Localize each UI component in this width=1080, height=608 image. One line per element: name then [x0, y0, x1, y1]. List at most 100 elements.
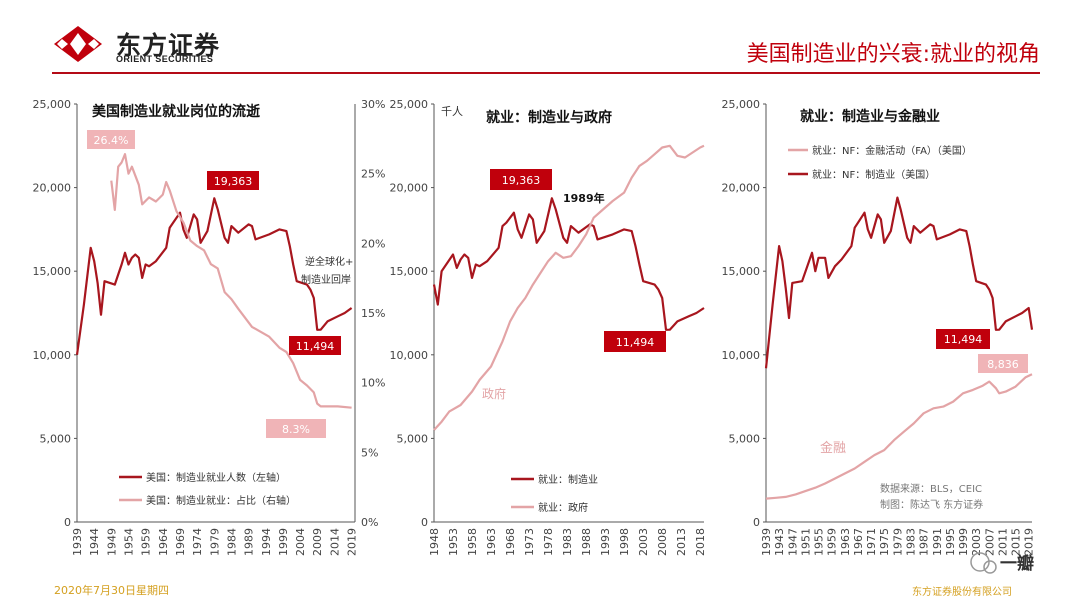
c2-x-tick: 1963: [485, 528, 498, 556]
title-divider: [52, 72, 1040, 74]
c1-x-tick: 1994: [260, 528, 273, 556]
chart1-legend-jobs: 美国：制造业就业人数（左轴）: [146, 471, 286, 484]
c1-y-tick: 25,000: [33, 98, 72, 111]
c3-x-tick: 2011: [996, 528, 1009, 556]
c3-x-tick: 1987: [918, 528, 931, 556]
c1-x-tick: 2019: [346, 528, 359, 556]
chart1-label-box-trough: [289, 336, 341, 355]
c2-x-tick: 1978: [542, 528, 555, 556]
c2-x-tick: 1983: [561, 528, 574, 556]
company-name-cn: 东方证券: [116, 31, 221, 60]
c1-x-tick: 1984: [225, 528, 238, 556]
chart1-label-share-peak: 26.4%: [94, 134, 129, 147]
c1-x-tick: 1954: [122, 528, 135, 556]
chart3-label-trough: 11,494: [944, 333, 983, 346]
chart2-label-box-trough: [604, 331, 666, 352]
c2-y-tick: 10,000: [390, 349, 429, 362]
chart3-annotation-finance: 金融: [820, 440, 846, 456]
chart2-label-peak: 19,363: [502, 174, 541, 187]
chart3-legend-mfg: 就业：NF：制造业（美国）: [812, 168, 935, 181]
chart2-label-trough: 11,494: [616, 336, 655, 349]
c2-x-tick: 1993: [599, 528, 612, 556]
chart3-label-finance: 8,836: [987, 358, 1019, 371]
chart2-label-box-peak: [490, 169, 552, 190]
chart2-annotation-1989: 1989年: [563, 191, 605, 205]
c3-x-tick: 1951: [799, 528, 812, 556]
chart1-label-box-share-peak: [87, 130, 135, 149]
c1-y-tick: 15,000: [33, 265, 72, 278]
c1-x-tick: 1989: [243, 528, 256, 556]
c1-x-tick: 1949: [105, 528, 118, 556]
c2-y-tick: 15,000: [390, 265, 429, 278]
chart1-label-box-share-trough: [266, 419, 326, 438]
c3-y-tick: 5,000: [729, 432, 761, 445]
chart1-label-peak: 19,363: [214, 175, 253, 188]
chart1-label-trough: 11,494: [296, 340, 335, 353]
chart1-title: 美国制造业就业岗位的流逝: [92, 103, 261, 120]
footer-company: 东方证券股份有限公司: [912, 587, 1012, 598]
c2-y-tick: 0: [421, 516, 428, 529]
page-title: 美国制造业的兴衰:就业的视角: [746, 42, 1040, 67]
header: 东方证券 ORIENT SECURITIES 美国制造业的兴衰:就业的视角: [0, 0, 1080, 80]
c1-x-tick: 1999: [277, 528, 290, 556]
chart3-legend-fin: 就业：NF：金融活动（FA）（美国）: [812, 144, 972, 157]
c3-x-tick: 1991: [931, 528, 944, 556]
c3-x-tick: 1939: [760, 528, 773, 556]
footer-date: 2020年7月30日星期四: [54, 584, 169, 597]
c1-x-tick: 1979: [208, 528, 221, 556]
c1-series-line-1: [110, 153, 352, 409]
c2-x-tick: 1948: [428, 528, 441, 556]
c1-x-tick: 2014: [328, 528, 341, 556]
chart3-label-box-finance: [978, 354, 1028, 373]
c3-x-tick: 1995: [944, 528, 957, 556]
c3-y-tick: 10,000: [722, 349, 761, 362]
c3-x-tick: 1963: [839, 528, 852, 556]
c1-y-right-tick: 15%: [361, 307, 385, 320]
chart2-x-axis-ticks: 1948 1953 1958 1963 1968 1973 1978 1983 1988 1993…: [428, 528, 707, 556]
c1-x-tick: 1969: [174, 528, 187, 556]
c1-y-right-tick: 0%: [361, 516, 378, 529]
c3-x-tick: 2003: [970, 528, 983, 556]
company-name-en: ORIENT SECURITIES: [116, 54, 214, 64]
c2-x-tick: 1973: [523, 528, 536, 556]
c3-x-tick: 1955: [813, 528, 826, 556]
c1-x-tick: 1974: [191, 528, 204, 556]
watermark-text: 一瓣: [1000, 554, 1034, 574]
c2-x-tick: 1998: [618, 528, 631, 556]
c1-y-tick: 20,000: [33, 182, 72, 195]
chart3-x-axis-ticks: 1939 1943 1947 1951 1955 1959 1963 1967 1971 1975…: [760, 528, 1036, 556]
c2-series-line-1: [433, 144, 705, 431]
c3-x-tick: 2015: [1010, 528, 1023, 556]
c2-y-tick: 5,000: [397, 432, 429, 445]
c3-x-tick: 1967: [852, 528, 865, 556]
chart2-legend-mfg: 就业：制造业: [538, 473, 598, 486]
c1-series-line-0: [75, 197, 353, 355]
c1-y-right-tick: 5%: [361, 446, 378, 459]
c2-x-tick: 1988: [580, 528, 593, 556]
chart1-annotation-line2: 制造业回岸: [301, 273, 351, 286]
chart1-right-axis-ticks: 0% 5% 10% 15% 20% 25% 30%: [361, 98, 385, 529]
c3-series-line-1: [764, 196, 1034, 369]
company-logo-icon: [54, 26, 102, 62]
c2-x-tick: 2018: [694, 528, 707, 556]
chart3-title: 就业：制造业与金融业: [800, 108, 940, 125]
c3-y-tick: 25,000: [722, 98, 761, 111]
c3-x-tick: 1979: [891, 528, 904, 556]
chart3-source: 数据来源：BLS，CEIC: [880, 482, 982, 495]
c1-y-tick: 10,000: [33, 349, 72, 362]
c3-x-tick: 1999: [957, 528, 970, 556]
chart1-legend-share: 美国：制造业就业：占比（右轴）: [146, 494, 296, 507]
chart2-series: [432, 144, 705, 431]
c2-x-tick: 2003: [637, 528, 650, 556]
chart1-annotation-line1: 逆全球化+: [305, 255, 353, 268]
c3-y-tick: 20,000: [722, 182, 761, 195]
chart3-left-axis-ticks: 0 5,000 10,000 15,000 20,000 25,000: [722, 98, 766, 529]
c1-x-tick: 1944: [88, 528, 101, 556]
c2-y-tick: 25,000: [390, 98, 429, 111]
c3-x-tick: 1943: [773, 528, 786, 556]
chart2-left-axis-ticks: 0 5,000 10,000 15,000 20,000 25,000: [390, 98, 434, 529]
chart1-label-box-peak: [207, 171, 259, 190]
